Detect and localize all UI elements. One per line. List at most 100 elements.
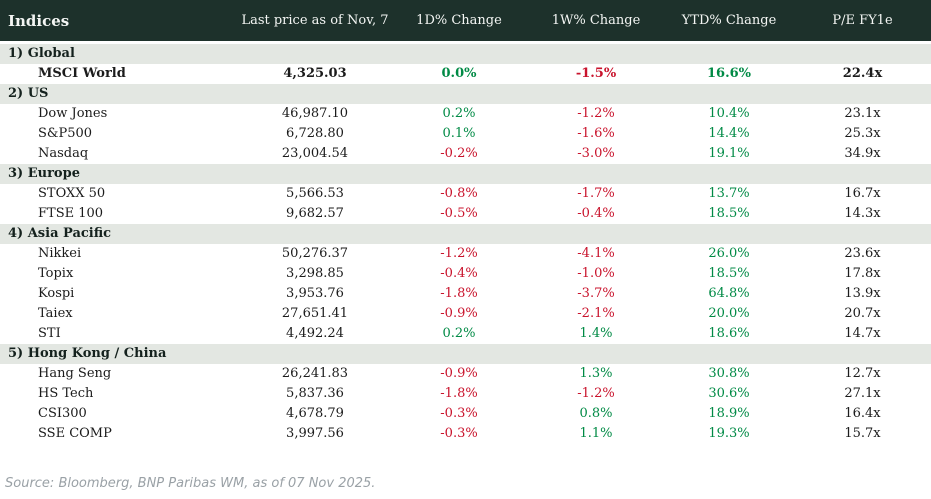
change-1d-cell: -1.2% [390, 244, 528, 264]
col-header-indices: Indices [0, 0, 240, 44]
index-name-cell: SSE COMP [0, 424, 240, 444]
change-1w-cell: -1.0% [528, 264, 664, 284]
section-row: 4) Asia Pacific [0, 224, 931, 244]
pe-cell: 16.4x [794, 404, 931, 424]
index-name-cell: Nikkei [0, 244, 240, 264]
change-1d-cell: 0.2% [390, 104, 528, 124]
index-name-cell: S&P500 [0, 124, 240, 144]
last-price-cell: 50,276.37 [240, 244, 390, 264]
last-price-cell: 46,987.10 [240, 104, 390, 124]
index-name-cell: Dow Jones [0, 104, 240, 124]
change-1d-cell: -0.3% [390, 424, 528, 444]
index-row: Topix 3,298.85 -0.4% -1.0% 18.5% 17.8x [0, 264, 931, 284]
col-header-last-price: Last price as of Nov, 7 [240, 0, 390, 44]
change-1d-cell: -0.2% [390, 144, 528, 164]
last-price-cell: 4,678.79 [240, 404, 390, 424]
index-row: HS Tech 5,837.36 -1.8% -1.2% 30.6% 27.1x [0, 384, 931, 404]
pe-cell: 17.8x [794, 264, 931, 284]
change-ytd-cell: 19.1% [664, 144, 794, 164]
col-header-pe: P/E FY1e [794, 0, 931, 44]
section-label: 2) US [0, 84, 931, 104]
index-name-cell: HS Tech [0, 384, 240, 404]
change-1d-cell: -0.4% [390, 264, 528, 284]
last-price-cell: 4,325.03 [240, 64, 390, 84]
index-row: Dow Jones 46,987.10 0.2% -1.2% 10.4% 23.1x [0, 104, 931, 124]
section-row: 2) US [0, 84, 931, 104]
pe-cell: 14.3x [794, 204, 931, 224]
change-ytd-cell: 13.7% [664, 184, 794, 204]
col-header-1d-change: 1D% Change [390, 0, 528, 44]
last-price-cell: 27,651.41 [240, 304, 390, 324]
index-name-cell: STOXX 50 [0, 184, 240, 204]
change-1w-cell: -1.6% [528, 124, 664, 144]
index-row: SSE COMP 3,997.56 -0.3% 1.1% 19.3% 15.7x [0, 424, 931, 444]
index-name-cell: Topix [0, 264, 240, 284]
change-1w-cell: -1.7% [528, 184, 664, 204]
change-1d-cell: -0.9% [390, 304, 528, 324]
index-name-cell: FTSE 100 [0, 204, 240, 224]
change-1w-cell: -1.2% [528, 384, 664, 404]
last-price-cell: 3,997.56 [240, 424, 390, 444]
pe-cell: 34.9x [794, 144, 931, 164]
change-1w-cell: -3.0% [528, 144, 664, 164]
change-ytd-cell: 14.4% [664, 124, 794, 144]
last-price-cell: 3,298.85 [240, 264, 390, 284]
pe-cell: 27.1x [794, 384, 931, 404]
pe-cell: 20.7x [794, 304, 931, 324]
index-name-cell: Hang Seng [0, 364, 240, 384]
index-row: Nikkei 50,276.37 -1.2% -4.1% 26.0% 23.6x [0, 244, 931, 264]
source-note: Source: Bloomberg, BNP Paribas WM, as of… [5, 476, 376, 491]
change-ytd-cell: 18.5% [664, 264, 794, 284]
index-row: Kospi 3,953.76 -1.8% -3.7% 64.8% 13.9x [0, 284, 931, 304]
change-1d-cell: -0.8% [390, 184, 528, 204]
change-ytd-cell: 18.9% [664, 404, 794, 424]
pe-cell: 13.9x [794, 284, 931, 304]
pe-cell: 22.4x [794, 64, 931, 84]
change-1w-cell: -3.7% [528, 284, 664, 304]
pe-cell: 23.1x [794, 104, 931, 124]
table-header-row: Indices Last price as of Nov, 7 1D% Chan… [0, 0, 931, 44]
change-ytd-cell: 30.6% [664, 384, 794, 404]
change-1w-cell: -1.2% [528, 104, 664, 124]
index-name-cell: STI [0, 324, 240, 344]
change-ytd-cell: 10.4% [664, 104, 794, 124]
col-header-1w-change: 1W% Change [528, 0, 664, 44]
indices-table-body: 1) Global MSCI World 4,325.03 0.0% -1.5% 16.6… [0, 42, 931, 444]
section-label: 4) Asia Pacific [0, 224, 931, 244]
index-name-cell: CSI300 [0, 404, 240, 424]
pe-cell: 23.6x [794, 244, 931, 264]
section-row: 1) Global [0, 42, 931, 64]
change-ytd-cell: 26.0% [664, 244, 794, 264]
last-price-cell: 23,004.54 [240, 144, 390, 164]
change-1d-cell: -0.5% [390, 204, 528, 224]
index-row: STI 4,492.24 0.2% 1.4% 18.6% 14.7x [0, 324, 931, 344]
last-price-cell: 9,682.57 [240, 204, 390, 224]
change-ytd-cell: 18.5% [664, 204, 794, 224]
index-row: FTSE 100 9,682.57 -0.5% -0.4% 18.5% 14.3x [0, 204, 931, 224]
change-1w-cell: 1.4% [528, 324, 664, 344]
change-1w-cell: 1.1% [528, 424, 664, 444]
change-ytd-cell: 16.6% [664, 64, 794, 84]
change-1w-cell: -2.1% [528, 304, 664, 324]
section-label: 5) Hong Kong / China [0, 344, 931, 364]
change-1d-cell: -1.8% [390, 384, 528, 404]
section-row: 5) Hong Kong / China [0, 344, 931, 364]
last-price-cell: 4,492.24 [240, 324, 390, 344]
last-price-cell: 5,837.36 [240, 384, 390, 404]
pe-cell: 15.7x [794, 424, 931, 444]
index-row: STOXX 50 5,566.53 -0.8% -1.7% 13.7% 16.7x [0, 184, 931, 204]
section-row: 3) Europe [0, 164, 931, 184]
last-price-cell: 26,241.83 [240, 364, 390, 384]
change-1w-cell: -1.5% [528, 64, 664, 84]
index-name-cell: Taiex [0, 304, 240, 324]
pe-cell: 14.7x [794, 324, 931, 344]
change-ytd-cell: 20.0% [664, 304, 794, 324]
pe-cell: 16.7x [794, 184, 931, 204]
change-1d-cell: -0.9% [390, 364, 528, 384]
change-1d-cell: -0.3% [390, 404, 528, 424]
indices-table: Indices Last price as of Nov, 7 1D% Chan… [0, 0, 931, 444]
change-1w-cell: 0.8% [528, 404, 664, 424]
index-row: Hang Seng 26,241.83 -0.9% 1.3% 30.8% 12.7x [0, 364, 931, 384]
change-1d-cell: 0.0% [390, 64, 528, 84]
